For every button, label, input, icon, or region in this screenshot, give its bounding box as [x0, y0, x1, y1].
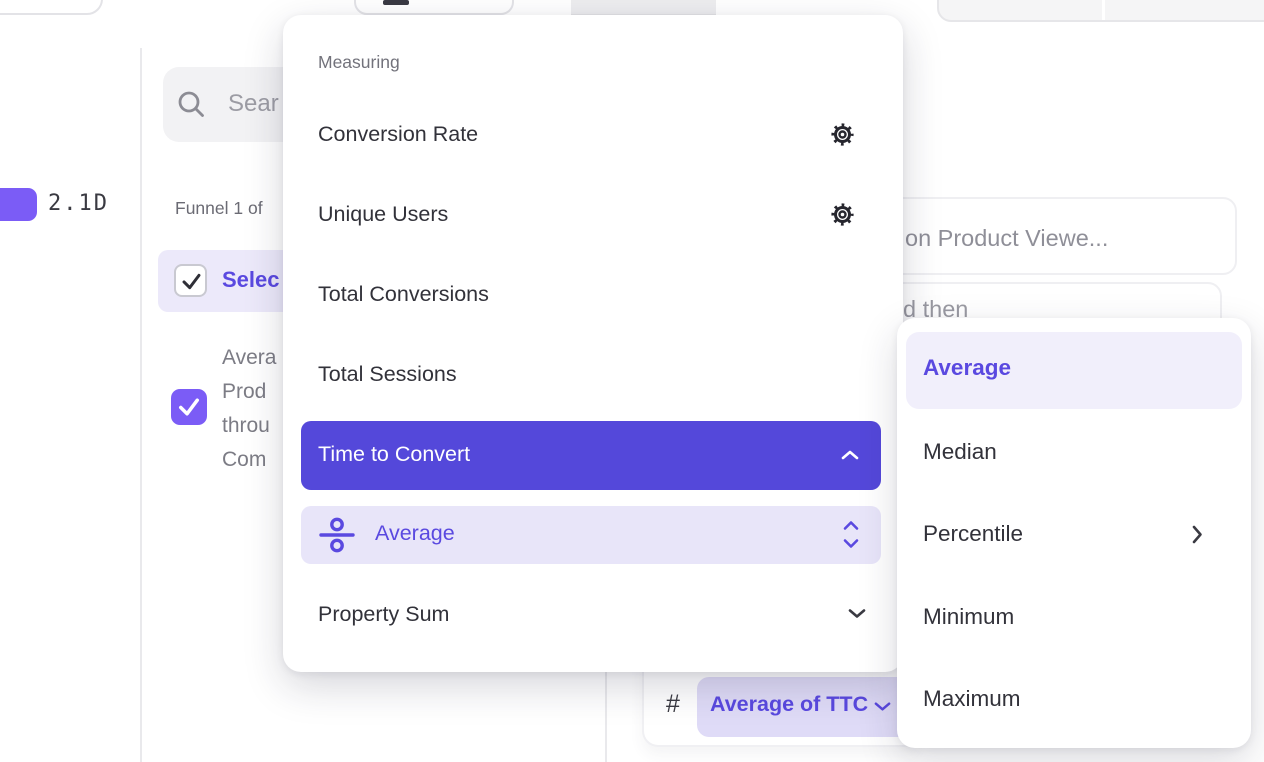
event-list-selected-row[interactable]: Selec — [158, 250, 303, 312]
gear-icon[interactable] — [829, 201, 856, 228]
menu-item-conversion-rate[interactable]: Conversion Rate — [318, 122, 479, 146]
submenu-average-label: Average — [923, 355, 1011, 380]
header-gray-fragment — [571, 0, 716, 15]
description-line: Avera — [222, 346, 277, 369]
search-icon — [176, 89, 206, 119]
header-card-fragment-left — [0, 0, 103, 15]
search-input[interactable]: Sear — [163, 67, 303, 142]
menu-subitem-average[interactable]: Average — [301, 506, 881, 564]
metric-description: Avera Prod throu Com — [222, 341, 284, 477]
header-toolbar-fragment — [937, 0, 1264, 22]
step-color-badge — [0, 188, 37, 221]
step-duration-label: 2.1D — [48, 191, 109, 216]
chevron-down-icon — [848, 608, 866, 619]
aggregation-submenu: Average Median Percentile Minimum Maximu… — [897, 318, 1251, 748]
search-placeholder: Sear — [228, 90, 279, 117]
average-divide-icon — [318, 517, 356, 553]
chevron-up-down-icon — [843, 519, 859, 550]
submenu-item-average[interactable]: Average — [906, 332, 1242, 409]
measuring-section-label: Measuring — [318, 52, 400, 72]
menu-item-total-conversions[interactable]: Total Conversions — [318, 282, 489, 306]
menu-item-property-sum[interactable]: Property Sum — [318, 602, 450, 626]
then-step-text: d then — [903, 296, 969, 322]
menu-item-total-sessions[interactable]: Total Sessions — [318, 362, 457, 386]
description-line: throu — [222, 414, 270, 437]
description-line: Prod — [222, 380, 267, 403]
time-to-convert-label: Time to Convert — [318, 442, 471, 466]
funnel-section-label: Funnel 1 of — [175, 198, 263, 218]
submenu-item-median[interactable]: Median — [923, 439, 997, 464]
menu-item-unique-users[interactable]: Unique Users — [318, 202, 449, 226]
chevron-right-icon — [1192, 525, 1203, 544]
number-type-icon: # — [666, 690, 680, 718]
average-subitem-label: Average — [375, 521, 455, 545]
step-event-selector[interactable]: on Product Viewe... — [850, 197, 1237, 275]
menu-item-time-to-convert[interactable]: Time to Convert — [301, 421, 881, 490]
measuring-dropdown: Measuring Conversion Rate Unique Users T… — [283, 15, 903, 672]
header-card-fragment-mid — [354, 0, 514, 15]
header-icon-fragment — [383, 0, 409, 5]
selected-event-label: Selec — [222, 267, 280, 292]
gear-icon[interactable] — [829, 121, 856, 148]
metric-pill-button[interactable]: Average of TTC — [697, 677, 917, 737]
checkbox-checked-purple[interactable] — [171, 389, 207, 425]
chevron-up-icon — [841, 450, 859, 460]
left-column-divider — [140, 48, 142, 762]
submenu-item-maximum[interactable]: Maximum — [923, 686, 1021, 711]
step-event-text: on Product Viewe... — [905, 225, 1109, 251]
checkbox-checked[interactable] — [174, 264, 207, 297]
metric-pill-label: Average of TTC — [710, 692, 869, 716]
chevron-down-icon — [874, 701, 891, 712]
description-line: Com — [222, 448, 267, 471]
header-toolbar-divider — [1102, 0, 1105, 20]
submenu-item-percentile[interactable]: Percentile — [923, 521, 1024, 546]
submenu-item-minimum[interactable]: Minimum — [923, 604, 1015, 629]
